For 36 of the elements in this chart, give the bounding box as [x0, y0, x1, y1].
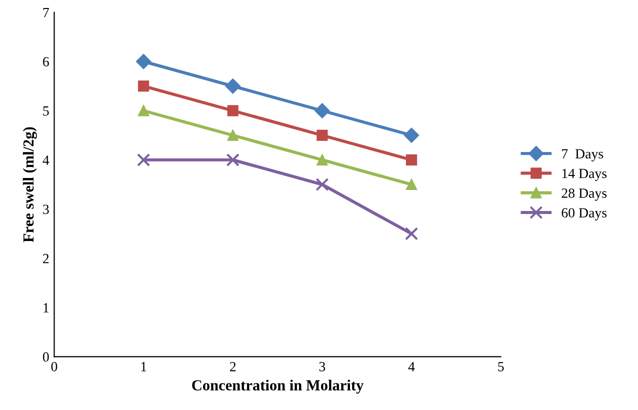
y-tick-label: 0 — [42, 352, 49, 362]
point — [138, 105, 150, 116]
legend-label: 60 Days — [562, 208, 607, 220]
legend-label: 28 Days — [562, 188, 607, 201]
y-tick-label: 4 — [42, 156, 50, 165]
y-tick-label: 7 — [43, 8, 49, 18]
y-tick-label: 3 — [43, 204, 49, 214]
point — [136, 153, 150, 166]
point — [138, 80, 150, 92]
x-axis-title: Concentration in Molarity — [192, 380, 364, 394]
point — [406, 178, 418, 190]
x-tick-label: 4 — [408, 362, 415, 372]
x-tick-label: 2 — [230, 362, 236, 372]
y-tick-label: 6 — [43, 57, 49, 66]
point — [225, 78, 240, 94]
legend-label: 14 Days — [562, 168, 607, 182]
point — [316, 178, 329, 192]
x-tick-label: 3 — [319, 362, 326, 372]
y-tick-label: 5 — [43, 106, 49, 116]
point — [316, 154, 328, 166]
y-tick-label: 2 — [43, 254, 49, 264]
legend-label: 7 Days — [562, 149, 604, 162]
point — [406, 154, 418, 166]
x-tick-label: 1 — [141, 362, 146, 372]
point — [404, 128, 420, 143]
x-tick-label: 5 — [498, 362, 504, 372]
point — [227, 105, 238, 116]
y-tick-label: 1 — [44, 303, 49, 312]
x-tick-label: 0 — [51, 362, 58, 372]
point — [404, 227, 418, 240]
point — [136, 54, 152, 70]
point — [316, 130, 328, 141]
point — [226, 153, 240, 166]
point — [227, 130, 238, 141]
y-axis-title: Free swell (ml/2g) — [22, 127, 37, 242]
point — [314, 103, 330, 118]
